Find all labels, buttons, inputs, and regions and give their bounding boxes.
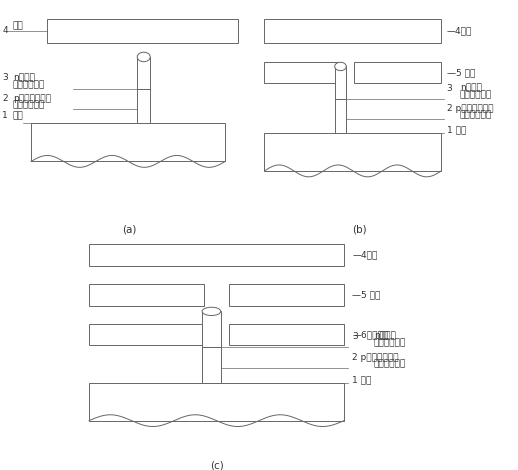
Text: n型掺杂: n型掺杂 bbox=[373, 332, 396, 341]
Text: 一维纳米材料: 一维纳米材料 bbox=[460, 110, 492, 119]
Ellipse shape bbox=[202, 307, 221, 315]
Text: 一维纳米材料: 一维纳米材料 bbox=[373, 338, 406, 347]
Text: —6第二栅极: —6第二栅极 bbox=[352, 330, 388, 339]
Text: 1: 1 bbox=[2, 111, 8, 120]
Text: n型掺杂: n型掺杂 bbox=[13, 73, 35, 82]
Text: (a): (a) bbox=[122, 225, 137, 235]
Text: 3: 3 bbox=[352, 332, 358, 341]
Bar bbox=[354, 62, 441, 83]
Ellipse shape bbox=[335, 63, 347, 70]
Text: 一维纳米材料: 一维纳米材料 bbox=[13, 100, 45, 109]
Bar bbox=[264, 62, 338, 83]
Text: 阳极: 阳极 bbox=[13, 22, 24, 31]
Text: 4: 4 bbox=[2, 26, 8, 35]
Bar bbox=[89, 284, 204, 306]
Bar bbox=[264, 19, 441, 43]
Bar bbox=[47, 19, 238, 43]
Text: (c): (c) bbox=[210, 460, 223, 470]
Bar bbox=[89, 383, 344, 421]
Bar bbox=[264, 133, 441, 171]
Text: p型掺杂或金属: p型掺杂或金属 bbox=[13, 94, 51, 102]
Bar bbox=[202, 311, 221, 347]
Text: 一维纳米材料: 一维纳米材料 bbox=[460, 90, 492, 99]
Bar bbox=[202, 347, 221, 383]
Text: —4阳极: —4阳极 bbox=[352, 251, 378, 259]
Text: 2 p型掺杂或金属: 2 p型掺杂或金属 bbox=[352, 353, 399, 362]
Text: 一维纳米材料: 一维纳米材料 bbox=[13, 80, 45, 89]
Text: 1 衬底: 1 衬底 bbox=[447, 125, 466, 134]
Text: (b): (b) bbox=[352, 225, 367, 235]
Text: 3: 3 bbox=[2, 73, 8, 82]
Bar bbox=[229, 324, 344, 345]
Text: —5 栅极: —5 栅极 bbox=[352, 290, 381, 299]
Text: 一维纳米材料: 一维纳米材料 bbox=[373, 360, 406, 368]
Bar bbox=[335, 66, 347, 99]
Text: 2: 2 bbox=[2, 94, 8, 102]
Bar bbox=[335, 99, 347, 133]
Bar bbox=[31, 124, 225, 161]
Bar bbox=[89, 244, 344, 266]
Bar bbox=[89, 324, 204, 345]
Text: 衬底: 衬底 bbox=[13, 111, 24, 120]
Text: 2 p型掺杂或金属: 2 p型掺杂或金属 bbox=[447, 104, 493, 113]
Text: —5 栅极: —5 栅极 bbox=[447, 68, 475, 77]
Text: —4阳极: —4阳极 bbox=[447, 26, 472, 35]
Bar bbox=[137, 57, 150, 89]
Text: 1 衬底: 1 衬底 bbox=[352, 375, 372, 384]
Text: n型掺杂: n型掺杂 bbox=[460, 84, 482, 93]
Text: 3: 3 bbox=[447, 84, 452, 93]
Bar bbox=[137, 89, 150, 124]
Bar bbox=[229, 284, 344, 306]
Ellipse shape bbox=[137, 52, 150, 62]
